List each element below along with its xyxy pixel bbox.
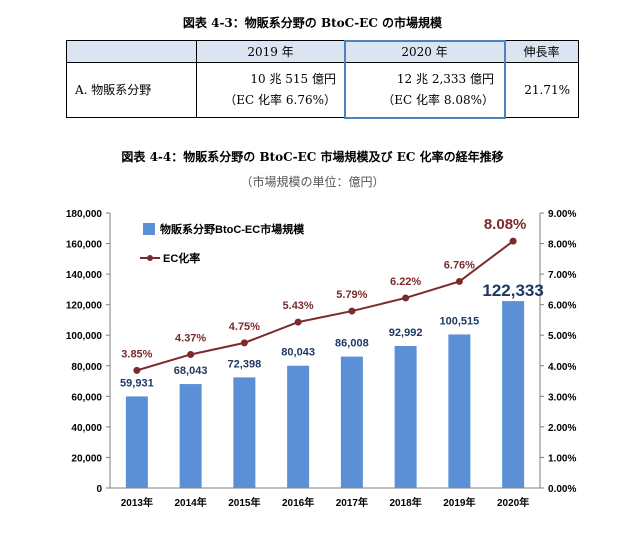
line-point-ec-rate [294,318,302,326]
line-data-label: 5.43% [283,300,314,312]
y-left-tick-label: 120,000 [66,301,103,312]
table-header-empty [67,41,197,63]
table-cell-2020-ec: （EC 化率 8.08%） [382,93,494,107]
y-left-tick-label: 60,000 [71,392,102,403]
bar-market-size [125,396,148,488]
line-point-ec-rate [133,366,141,374]
bar-data-label: 72,398 [228,358,262,370]
line-data-label: 3.85% [121,348,152,360]
y-left-tick-label: 40,000 [71,423,102,434]
y-right-tick-label: 5.00% [548,331,576,342]
line-point-ec-rate [187,350,195,358]
table-cell-growth: 21.71% [524,83,570,97]
legend-line-marker [147,255,153,261]
y-left-tick-label: 0 [96,484,102,495]
x-tick-label: 2020年 [497,496,529,509]
table-cell-2019: 10 兆 515 億円 （EC 化率 6.76%） [197,63,345,117]
bar-market-size [394,345,417,488]
table-title: 図表 4-3：物販系分野の BtoC-EC の市場規模 [182,16,443,30]
x-tick-label: 2016年 [282,496,314,509]
table-cell-2020-value: 12 兆 2,333 億円 [396,72,494,86]
y-right-tick-label: 3.00% [548,392,576,403]
y-right-tick-label: 8.00% [548,240,576,251]
table-row-label: A. 物販系分野 [67,63,197,117]
x-tick-label: 2017年 [336,496,368,509]
bar-data-label: 100,515 [439,315,479,327]
line-ec-rate [136,240,514,372]
y-right-tick-label: 2.00% [548,423,576,434]
table-cell-2019-value: 10 兆 515 億円 [250,72,336,86]
x-tick-label: 2019年 [443,496,475,509]
chart-subtitle: （市場規模の単位：億円） [240,175,385,189]
y-left-tick-label: 140,000 [66,270,103,281]
table-header-growth: 伸長率 [505,41,578,63]
bar-data-label: 122,333 [482,281,543,300]
y-right-tick-label: 7.00% [548,270,576,281]
table-cell-2019-ec: （EC 化率 6.76%） [224,93,336,107]
line-point-ec-rate [455,277,463,285]
x-tick-label: 2018年 [390,496,422,509]
line-data-label: 6.76% [444,259,475,271]
bar-market-size [502,301,525,488]
table-header-2019: 2019 年 [197,41,345,63]
y-left-tick-label: 160,000 [66,240,103,251]
line-data-label: 4.37% [175,332,206,344]
bar-data-label: 92,992 [389,327,423,339]
legend-line-label: EC化率 [163,251,200,265]
line-point-ec-rate [348,307,356,315]
bar-data-label: 80,043 [281,347,315,359]
line-data-label: 8.08% [484,216,527,233]
bar-market-size [287,365,310,488]
legend-bar-swatch [143,223,155,235]
y-left-tick-label: 180,000 [66,209,103,220]
bar-data-label: 68,043 [174,365,208,377]
y-right-tick-label: 6.00% [548,301,576,312]
line-point-ec-rate [240,339,248,347]
bar-market-size [233,377,256,488]
y-left-tick-label: 80,000 [71,362,102,373]
y-left-tick-label: 100,000 [66,331,103,342]
bar-market-size [340,356,363,488]
x-tick-label: 2014年 [175,496,207,509]
bar-data-label: 59,931 [120,377,154,389]
bar-data-label: 86,008 [335,338,369,350]
legend-bar-label: 物販系分野BtoC-EC市場規模 [160,222,305,236]
y-right-tick-label: 0.00% [548,484,576,495]
y-right-tick-label: 4.00% [548,362,576,373]
line-data-label: 4.75% [229,321,260,333]
bar-market-size [179,384,202,488]
x-tick-label: 2013年 [121,496,153,509]
chart-title: 図表 4-4：物販系分野の BtoC-EC 市場規模及び EC 化率の経年推移 [121,150,504,164]
x-tick-label: 2015年 [228,496,260,509]
line-data-label: 6.22% [390,276,421,288]
line-point-ec-rate [509,237,517,245]
line-point-ec-rate [402,294,410,302]
bar-market-size [448,334,471,488]
y-left-tick-label: 20,000 [71,453,102,464]
line-data-label: 5.79% [336,289,367,301]
y-right-tick-label: 9.00% [548,209,576,220]
y-right-tick-label: 1.00% [548,453,576,464]
